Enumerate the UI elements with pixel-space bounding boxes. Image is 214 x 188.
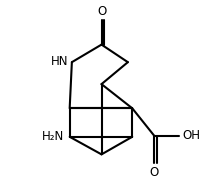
Text: HN: HN — [51, 55, 68, 67]
Text: H₂N: H₂N — [42, 130, 64, 143]
Text: OH: OH — [182, 129, 200, 142]
Text: O: O — [150, 166, 159, 179]
Text: O: O — [97, 5, 106, 18]
